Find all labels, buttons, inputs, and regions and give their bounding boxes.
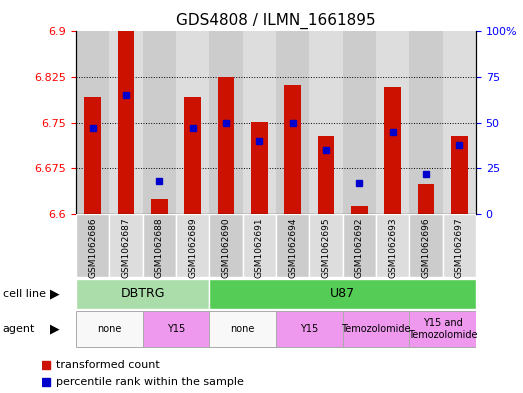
Text: GSM1062686: GSM1062686 xyxy=(88,217,97,278)
Text: GSM1062697: GSM1062697 xyxy=(455,217,464,278)
Bar xyxy=(451,136,468,214)
Bar xyxy=(384,88,401,214)
Bar xyxy=(276,31,309,214)
Bar xyxy=(176,214,209,277)
Bar xyxy=(343,311,409,347)
Bar xyxy=(209,31,243,214)
Bar xyxy=(209,279,476,309)
Bar xyxy=(284,85,301,214)
Text: ▶: ▶ xyxy=(50,323,59,336)
Bar xyxy=(184,97,201,214)
Bar xyxy=(251,121,268,214)
Text: Y15: Y15 xyxy=(300,324,319,334)
Bar xyxy=(142,214,176,277)
Text: transformed count: transformed count xyxy=(55,360,160,370)
Bar xyxy=(209,214,243,277)
Bar xyxy=(142,31,176,214)
Text: GSM1062695: GSM1062695 xyxy=(322,217,331,278)
Text: GSM1062687: GSM1062687 xyxy=(121,217,130,278)
Bar xyxy=(351,206,368,214)
Text: GSM1062696: GSM1062696 xyxy=(422,217,430,278)
Bar xyxy=(417,184,434,214)
Text: GSM1062693: GSM1062693 xyxy=(388,217,397,278)
Bar xyxy=(442,214,476,277)
Bar xyxy=(76,31,109,214)
Text: GSM1062690: GSM1062690 xyxy=(221,217,230,278)
Bar xyxy=(76,214,109,277)
Text: Temozolomide: Temozolomide xyxy=(341,324,411,334)
Text: GSM1062692: GSM1062692 xyxy=(355,217,363,278)
Bar xyxy=(376,31,409,214)
Bar xyxy=(176,31,209,214)
Bar xyxy=(276,311,343,347)
Bar xyxy=(317,136,334,214)
Bar xyxy=(109,214,142,277)
Bar xyxy=(84,97,101,214)
Bar xyxy=(410,214,442,277)
Bar xyxy=(409,311,476,347)
Bar xyxy=(218,77,234,214)
Bar xyxy=(151,199,167,214)
Title: GDS4808 / ILMN_1661895: GDS4808 / ILMN_1661895 xyxy=(176,13,376,29)
Text: cell line: cell line xyxy=(3,289,46,299)
Bar xyxy=(243,214,276,277)
Text: Y15 and
Temozolomide: Y15 and Temozolomide xyxy=(408,318,477,340)
Bar xyxy=(118,31,134,214)
Bar xyxy=(309,214,343,277)
Text: GSM1062691: GSM1062691 xyxy=(255,217,264,278)
Bar xyxy=(76,311,142,347)
Bar xyxy=(343,214,376,277)
Text: GSM1062688: GSM1062688 xyxy=(155,217,164,278)
Bar xyxy=(343,31,376,214)
Text: GSM1062694: GSM1062694 xyxy=(288,217,297,278)
Bar xyxy=(142,311,209,347)
Text: U87: U87 xyxy=(330,287,355,300)
Text: ▶: ▶ xyxy=(50,287,59,300)
Text: none: none xyxy=(230,324,255,334)
Bar xyxy=(109,31,142,214)
Bar xyxy=(209,311,276,347)
Bar xyxy=(442,31,476,214)
Bar xyxy=(410,31,442,214)
Text: DBTRG: DBTRG xyxy=(120,287,165,300)
Text: percentile rank within the sample: percentile rank within the sample xyxy=(55,377,244,387)
Text: agent: agent xyxy=(3,324,35,334)
Bar xyxy=(309,31,343,214)
Text: none: none xyxy=(97,324,121,334)
Bar xyxy=(76,279,209,309)
Bar xyxy=(376,214,409,277)
Text: Y15: Y15 xyxy=(167,324,185,334)
Text: GSM1062689: GSM1062689 xyxy=(188,217,197,278)
Bar xyxy=(276,214,309,277)
Bar xyxy=(243,31,276,214)
